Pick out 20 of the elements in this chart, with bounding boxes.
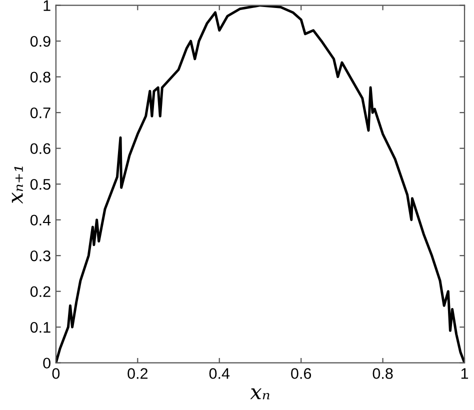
x-tick-label: 0.6 xyxy=(291,368,312,379)
x-tick-label: 0.8 xyxy=(372,368,393,379)
y-tick-label: 0.1 xyxy=(30,322,50,333)
line-series xyxy=(56,5,465,363)
y-tick-label: 1 xyxy=(44,0,50,11)
y-tick-label: 0.2 xyxy=(30,286,50,298)
y-tick-label: 0.4 xyxy=(30,214,51,226)
y-tick-label: 0.9 xyxy=(30,36,50,47)
y-tick-label: 0.7 xyxy=(30,107,50,118)
x-tick-label: 0.2 xyxy=(128,368,148,379)
x-tick-label: 0 xyxy=(52,368,60,379)
x-axis-title: xₙ xyxy=(250,388,270,400)
y-tick-label: 0.5 xyxy=(30,178,50,190)
y-tick-label: 0.3 xyxy=(30,250,50,262)
y-tick-label: 0.8 xyxy=(30,72,50,83)
x-tick-label: 0.4 xyxy=(209,368,230,379)
y-tick-label: 0 xyxy=(43,358,50,369)
y-tick-label: 0.6 xyxy=(30,143,50,154)
y-axis-title: xₙ₊₁ xyxy=(12,166,23,204)
x-tick-label: 1 xyxy=(461,368,468,379)
